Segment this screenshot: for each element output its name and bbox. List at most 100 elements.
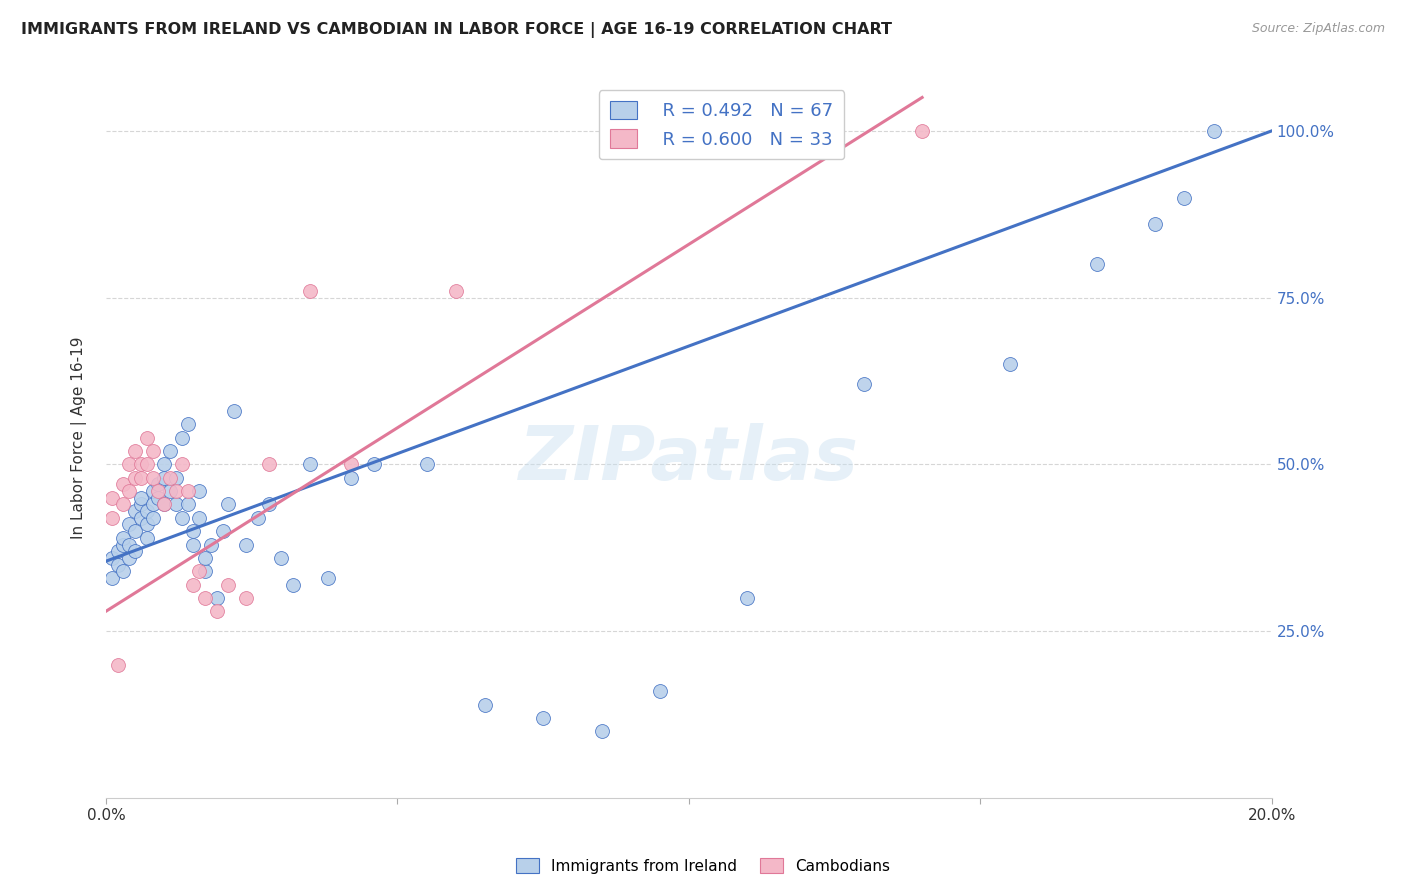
Point	[124, 471, 146, 485]
Point	[852, 377, 875, 392]
Point	[183, 524, 205, 538]
Point	[1202, 124, 1225, 138]
Point	[224, 404, 246, 418]
Point	[211, 524, 233, 538]
Point	[363, 458, 385, 472]
Point	[112, 537, 135, 551]
Point	[299, 284, 322, 298]
Point	[107, 544, 129, 558]
Text: IMMIGRANTS FROM IRELAND VS CAMBODIAN IN LABOR FORCE | AGE 16-19 CORRELATION CHAR: IMMIGRANTS FROM IRELAND VS CAMBODIAN IN …	[21, 22, 891, 38]
Point	[257, 498, 280, 512]
Point	[118, 550, 141, 565]
Point	[340, 471, 363, 485]
Point	[165, 471, 187, 485]
Point	[135, 504, 157, 518]
Point	[142, 484, 165, 499]
Point	[107, 657, 129, 672]
Point	[135, 458, 157, 472]
Point	[648, 684, 671, 698]
Point	[270, 550, 292, 565]
Point	[129, 511, 152, 525]
Point	[176, 484, 198, 499]
Point	[998, 357, 1021, 371]
Point	[129, 498, 152, 512]
Point	[188, 484, 211, 499]
Point	[194, 564, 217, 578]
Point	[148, 484, 170, 499]
Point	[170, 511, 193, 525]
Point	[1173, 190, 1195, 204]
Point	[194, 591, 217, 605]
Point	[118, 517, 141, 532]
Point	[101, 550, 124, 565]
Point	[101, 571, 124, 585]
Point	[911, 124, 934, 138]
Point	[129, 471, 152, 485]
Point	[165, 484, 187, 499]
Point	[153, 498, 176, 512]
Point	[235, 537, 257, 551]
Point	[217, 577, 239, 591]
Point	[124, 504, 146, 518]
Point	[148, 491, 170, 505]
Point	[299, 458, 322, 472]
Point	[217, 498, 239, 512]
Text: ZIPatlas: ZIPatlas	[519, 423, 859, 496]
Point	[678, 124, 700, 138]
Point	[101, 491, 124, 505]
Point	[112, 531, 135, 545]
Point	[159, 471, 181, 485]
Point	[176, 417, 198, 432]
Point	[135, 517, 157, 532]
Point	[474, 698, 496, 712]
Point	[142, 471, 165, 485]
Point	[1085, 257, 1108, 271]
Point	[153, 498, 176, 512]
Legend: Immigrants from Ireland, Cambodians: Immigrants from Ireland, Cambodians	[510, 852, 896, 880]
Point	[118, 484, 141, 499]
Point	[165, 498, 187, 512]
Point	[246, 511, 269, 525]
Point	[183, 537, 205, 551]
Point	[531, 711, 554, 725]
Point	[235, 591, 257, 605]
Point	[159, 484, 181, 499]
Point	[112, 498, 135, 512]
Point	[107, 558, 129, 572]
Point	[129, 491, 152, 505]
Text: Source: ZipAtlas.com: Source: ZipAtlas.com	[1251, 22, 1385, 36]
Point	[257, 458, 280, 472]
Point	[112, 477, 135, 491]
Point	[142, 498, 165, 512]
Point	[112, 564, 135, 578]
Point	[101, 511, 124, 525]
Point	[124, 524, 146, 538]
Point	[159, 444, 181, 458]
Point	[205, 591, 228, 605]
Point	[200, 537, 222, 551]
Legend:   R = 0.492   N = 67,   R = 0.600   N = 33: R = 0.492 N = 67, R = 0.600 N = 33	[599, 90, 844, 160]
Point	[591, 724, 613, 739]
Point	[135, 431, 157, 445]
Point	[735, 591, 758, 605]
Point	[188, 511, 211, 525]
Point	[188, 564, 211, 578]
Point	[129, 458, 152, 472]
Point	[176, 498, 198, 512]
Point	[153, 471, 176, 485]
Point	[316, 571, 339, 585]
Y-axis label: In Labor Force | Age 16-19: In Labor Force | Age 16-19	[72, 336, 87, 539]
Point	[118, 458, 141, 472]
Point	[170, 431, 193, 445]
Point	[183, 577, 205, 591]
Point	[281, 577, 304, 591]
Point	[124, 544, 146, 558]
Point	[142, 444, 165, 458]
Point	[153, 458, 176, 472]
Point	[415, 458, 437, 472]
Point	[118, 537, 141, 551]
Point	[194, 550, 217, 565]
Point	[124, 444, 146, 458]
Point	[340, 458, 363, 472]
Point	[205, 604, 228, 618]
